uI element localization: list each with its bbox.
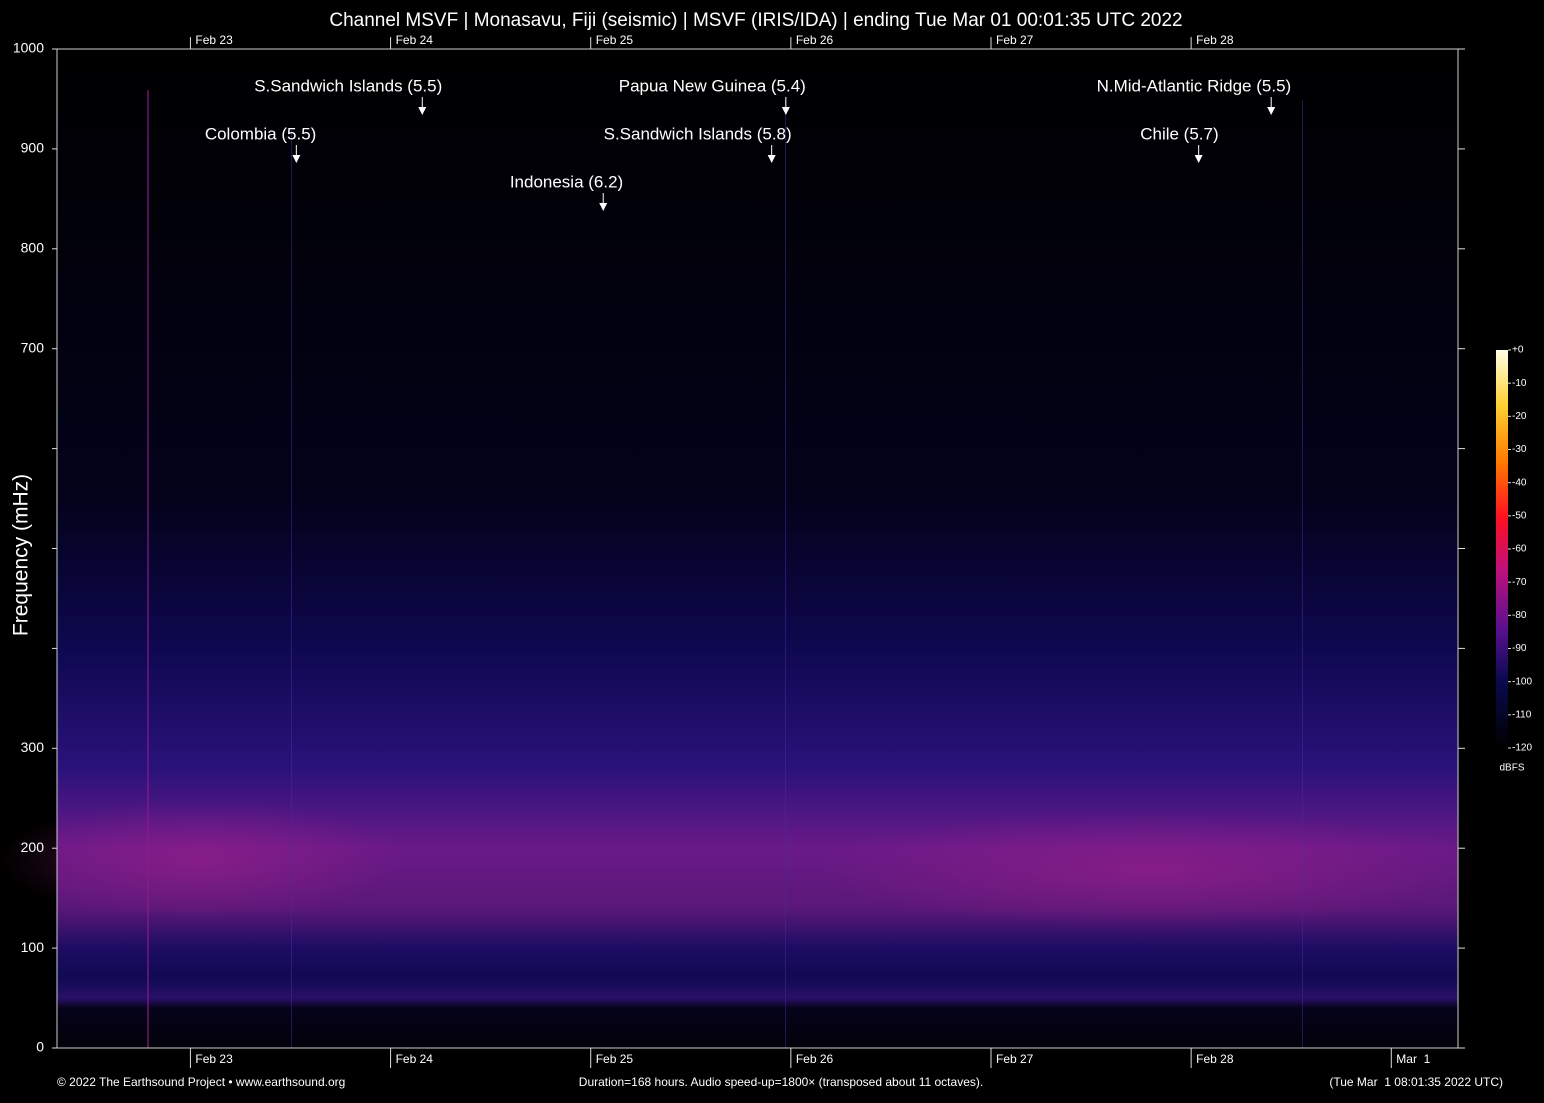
x-tick-top-label: Feb 28	[1196, 33, 1234, 47]
event-streak	[1302, 100, 1303, 1048]
x-tick-label: Feb 28	[1196, 1052, 1234, 1066]
annotation: N.Mid-Atlantic Ridge (5.5)	[1097, 76, 1292, 95]
colorbar-tick-label: +0	[1512, 345, 1524, 356]
annotation-arrowhead	[292, 155, 301, 163]
x-tick-top-label: Feb 23	[195, 33, 233, 47]
annotation: S.Sandwich Islands (5.8)	[604, 124, 792, 143]
spectrogram-glow	[0, 800, 400, 920]
y-tick-label: 900	[21, 140, 45, 156]
annotation: S.Sandwich Islands (5.5)	[254, 76, 442, 95]
x-tick-top-label: Feb 27	[996, 33, 1034, 47]
x-tick-top-label: Feb 24	[396, 33, 434, 47]
colorbar-tick-label: -10	[1512, 378, 1527, 389]
colorbar-tick-label: -70	[1512, 577, 1527, 588]
annotation-arrowhead	[418, 107, 427, 115]
x-tick-top-label: Feb 25	[596, 33, 634, 47]
x-tick-label: Feb 25	[596, 1052, 634, 1066]
y-axis-label: Frequency (mHz)	[10, 474, 33, 636]
annotation-arrowhead	[1267, 107, 1276, 115]
footer-left: © 2022 The Earthsound Project • www.eart…	[57, 1075, 345, 1089]
x-tick-label: Feb 27	[996, 1052, 1034, 1066]
event-streak	[785, 100, 786, 1048]
annotation-arrowhead	[1194, 155, 1203, 163]
y-tick-label: 100	[21, 939, 45, 955]
x-tick-label: Mar 1	[1396, 1052, 1430, 1066]
y-tick-label: 800	[21, 240, 45, 256]
spectrogram-glow	[820, 810, 1480, 930]
y-tick-label: 1000	[13, 40, 44, 56]
annotation: Colombia (5.5)	[205, 124, 317, 143]
footer-right: (Tue Mar 1 08:01:35 2022 UTC)	[1329, 1075, 1503, 1089]
event-streak	[291, 130, 292, 1048]
footer-center: Duration=168 hours. Audio speed-up=1800×…	[579, 1075, 983, 1089]
colorbar-tick-label: -50	[1512, 510, 1527, 521]
colorbar-tick-label: -110	[1512, 709, 1532, 720]
colorbar-tick-label: -120	[1512, 743, 1532, 754]
colorbar-label: dBFS	[1499, 763, 1524, 774]
annotation: Chile (5.7)	[1140, 124, 1218, 143]
colorbar-tick-label: -20	[1512, 411, 1527, 422]
annotation: Papua New Guinea (5.4)	[619, 76, 806, 95]
colorbar-tick-label: -60	[1512, 544, 1527, 555]
colorbar-tick-label: -90	[1512, 643, 1527, 654]
annotation: Indonesia (6.2)	[510, 172, 623, 191]
y-tick-label: 300	[21, 739, 45, 755]
x-tick-label: Feb 26	[796, 1052, 834, 1066]
x-tick-top-label: Feb 26	[796, 33, 834, 47]
colorbar-tick-label: -100	[1512, 676, 1532, 687]
colorbar	[1496, 350, 1508, 748]
annotation-arrowhead	[767, 155, 776, 163]
annotation-arrowhead	[599, 203, 608, 211]
colorbar-tick-label: -80	[1512, 610, 1527, 621]
x-tick-label: Feb 24	[396, 1052, 434, 1066]
event-streak	[147, 90, 149, 1048]
annotation-arrowhead	[781, 107, 790, 115]
colorbar-tick-label: -40	[1512, 477, 1527, 488]
x-tick-label: Feb 23	[195, 1052, 233, 1066]
colorbar-tick-label: -30	[1512, 444, 1527, 455]
chart-title: Channel MSVF | Monasavu, Fiji (seismic) …	[329, 10, 1182, 31]
y-tick-label: 700	[21, 339, 45, 355]
y-tick-label: 0	[36, 1039, 44, 1055]
y-tick-label: 200	[21, 839, 45, 855]
